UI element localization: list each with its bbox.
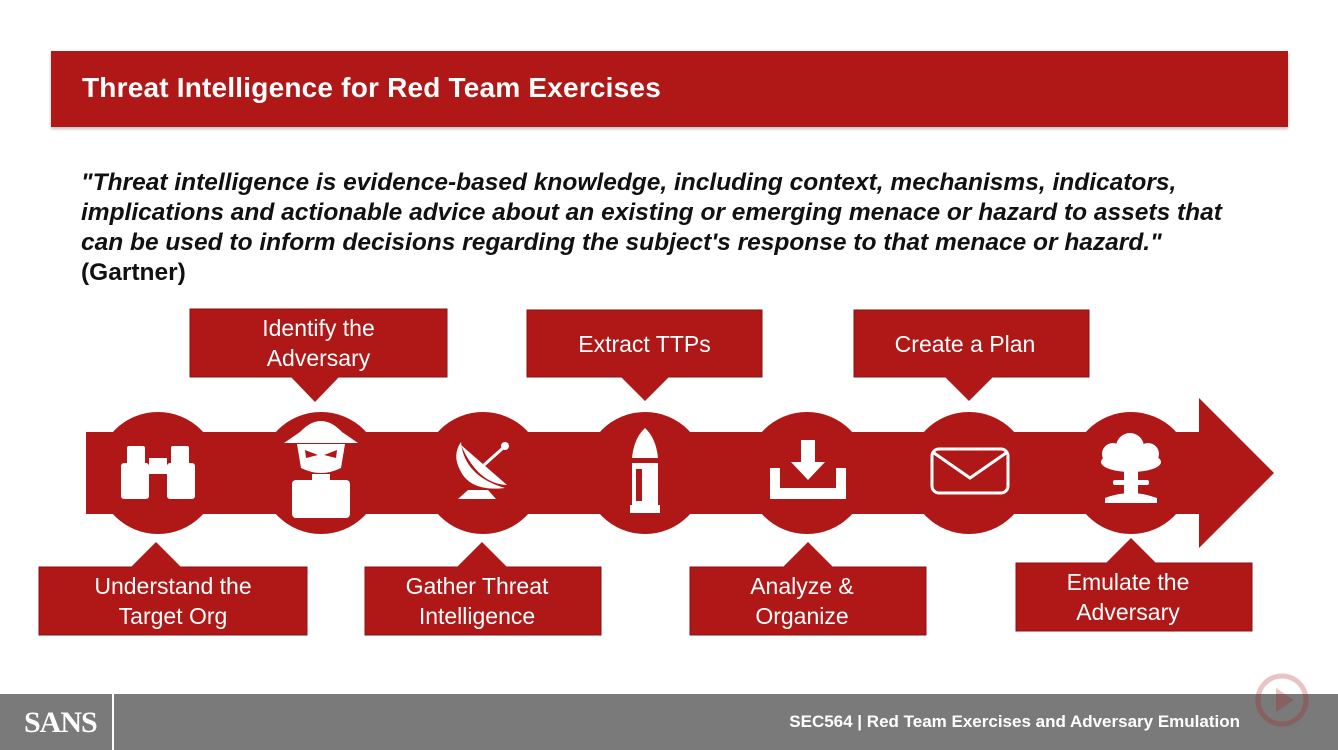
gartner-quote: "Threat intelligence is evidence-based k… — [81, 168, 1261, 288]
label-gather-line1: Gather Threat — [405, 573, 549, 599]
callout-extract — [526, 309, 763, 401]
label-analyze: Analyze & Organize — [690, 571, 914, 631]
satellite-dish-icon — [456, 442, 509, 499]
binoculars-icon — [121, 446, 195, 499]
label-extract: Extract TTPs — [527, 329, 762, 359]
circle-plan — [908, 412, 1030, 534]
label-gather: Gather Threat Intelligence — [365, 571, 589, 631]
callout-analyze — [689, 542, 927, 636]
label-identify: Identify the Adversary — [190, 313, 447, 373]
title-bar: Threat Intelligence for Red Team Exercis… — [51, 51, 1288, 127]
label-identify-line2: Adversary — [266, 345, 371, 371]
label-emulate: Emulate the Adversary — [1016, 567, 1240, 627]
bullet-icon — [630, 428, 660, 513]
label-emulate-line1: Emulate the — [1066, 569, 1190, 595]
footer-bar: SANS SEC564 | Red Team Exercises and Adv… — [0, 694, 1338, 750]
spy-icon — [284, 421, 358, 518]
label-extract-line1: Extract TTPs — [578, 331, 711, 357]
callout-gather — [364, 542, 602, 636]
slide-title: Threat Intelligence for Red Team Exercis… — [82, 72, 661, 103]
label-plan-line1: Create a Plan — [894, 331, 1036, 357]
callout-plan — [853, 309, 1090, 401]
envelope-icon — [930, 447, 1010, 495]
label-understand: Understand the Target Org — [39, 571, 307, 631]
label-gather-line2: Intelligence — [418, 603, 536, 629]
download-tray-icon — [770, 440, 846, 499]
mushroom-cloud-icon — [1101, 433, 1161, 503]
callout-understand — [38, 542, 308, 636]
sans-logo-text: SANS — [24, 706, 98, 739]
label-identify-line1: Identify the — [262, 315, 375, 341]
course-title: SEC564 | Red Team Exercises and Adversar… — [789, 712, 1240, 731]
label-plan: Create a Plan — [854, 329, 1076, 359]
callout-emulate — [1015, 538, 1253, 632]
label-analyze-line1: Analyze & — [750, 573, 854, 599]
label-emulate-line2: Adversary — [1076, 599, 1180, 625]
label-analyze-line2: Organize — [755, 603, 849, 629]
callout-identify — [189, 308, 448, 402]
label-understand-line2: Target Org — [118, 603, 228, 629]
quote-text: "Threat intelligence is evidence-based k… — [81, 169, 1222, 256]
label-understand-line1: Understand the — [94, 573, 252, 599]
quote-attribution: (Gartner) — [81, 259, 186, 286]
play-watermark-icon — [1255, 673, 1309, 727]
sans-logo: SANS — [0, 694, 114, 750]
